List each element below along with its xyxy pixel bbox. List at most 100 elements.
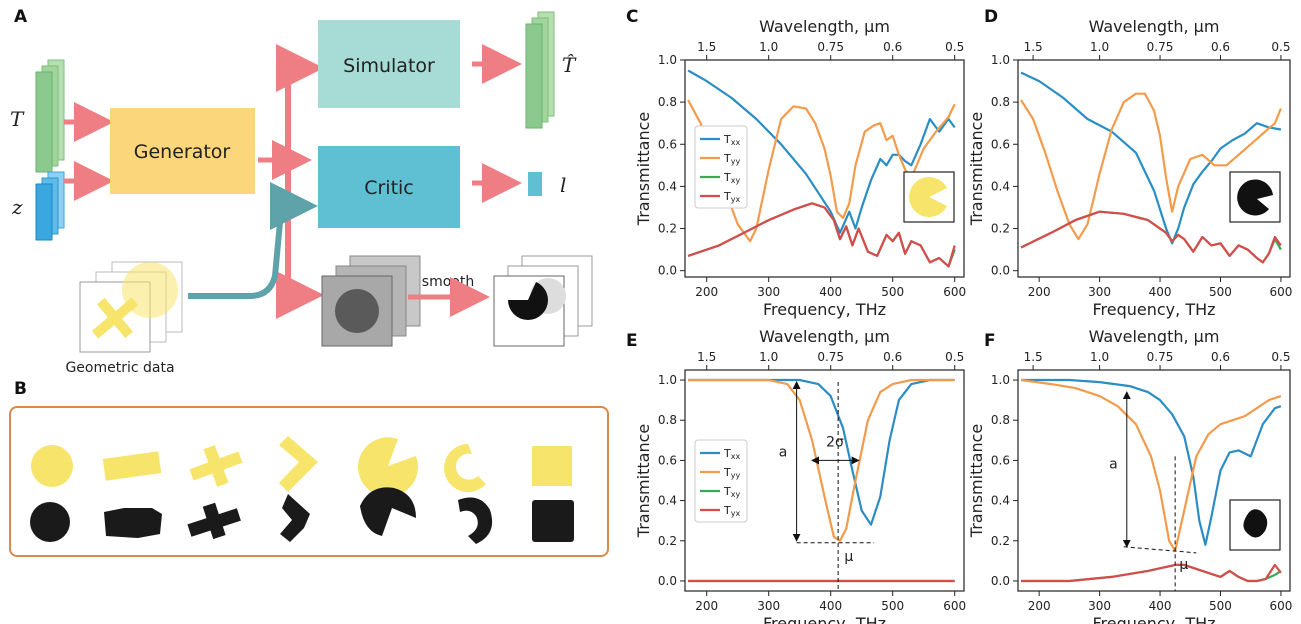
y-tick-label: 0.6 — [991, 137, 1010, 151]
x-tick-label: 600 — [1269, 285, 1292, 299]
x-tick-label: 500 — [1209, 599, 1232, 613]
top-tick-label: 0.75 — [817, 350, 844, 364]
top-tick-label: 0.75 — [1147, 40, 1174, 54]
legend-label-txy: Txy — [723, 171, 740, 185]
top-tick-label: 0.5 — [945, 40, 964, 54]
panel-letter-f: F — [984, 331, 996, 351]
legend-label-txy: Txy — [723, 485, 740, 499]
top-axis-label: Wavelength, μm — [759, 17, 890, 36]
x-tick-label: 400 — [1149, 599, 1172, 613]
y-axis-label: Transmittance — [634, 112, 653, 226]
sigma-label: 2σ — [826, 434, 844, 450]
plot-frame — [1017, 369, 1291, 592]
legend-label-tyx: Tyx — [723, 504, 740, 518]
simulator-label: Simulator — [343, 55, 435, 77]
x-tick-label: 600 — [943, 285, 966, 299]
y-tick-label: 0.8 — [991, 413, 1010, 427]
chart-panel-e: E 200 300 400 500 600 0.0 0.2 0.4 0.6 0.8 1.0 1.5 1.0… — [626, 327, 966, 624]
x-tick-label: 500 — [881, 599, 904, 613]
legend-label-txx: Txx — [723, 133, 740, 147]
arrow-geometric-to-critic — [188, 182, 318, 299]
x-axis-label: Frequency, THz — [763, 614, 886, 624]
x-tick-label: 300 — [1088, 599, 1111, 613]
top-tick-label: 0.5 — [945, 350, 964, 364]
output-that-label: T̂ — [562, 53, 577, 77]
top-tick-label: 0.5 — [1271, 40, 1290, 54]
x-tick-label: 200 — [695, 285, 718, 299]
output-l-label: l — [560, 173, 566, 197]
shape-cross-black — [187, 502, 241, 540]
top-tick-label: 1.0 — [1090, 40, 1109, 54]
legend-label-tyy: Tyy — [723, 466, 740, 480]
geometric-data-stack — [79, 261, 183, 353]
geometric-label: Geometric data — [65, 360, 174, 376]
y-axis-label: Transmittance — [967, 112, 986, 226]
critic-label: Critic — [364, 177, 414, 199]
amplitude-label: a — [1109, 456, 1118, 472]
output-l-box — [528, 172, 542, 196]
series-line-txx — [1021, 378, 1282, 546]
smoothed-samples-stack — [493, 255, 593, 347]
shape-arc-black — [458, 497, 493, 544]
y-axis-label: Transmittance — [634, 424, 653, 538]
x-tick-label: 200 — [1028, 285, 1051, 299]
shape-square-yellow — [532, 446, 572, 486]
x-axis-label: Frequency, THz — [1092, 614, 1215, 624]
y-tick-label: 0.4 — [991, 494, 1010, 508]
shape-square-black — [532, 500, 574, 542]
y-tick-label: 0.4 — [658, 179, 677, 193]
x-tick-label: 400 — [819, 285, 842, 299]
panel-letter-a: A — [14, 7, 28, 27]
generated-samples-stack — [321, 255, 421, 347]
x-tick-label: 600 — [1269, 599, 1292, 613]
simulator-box — [318, 20, 460, 108]
legend-label-tyy: Tyy — [723, 152, 740, 166]
series-line-txx — [687, 69, 956, 234]
top-tick-label: 0.6 — [883, 350, 902, 364]
y-tick-label: 0.4 — [991, 179, 1010, 193]
x-tick-label: 300 — [1088, 285, 1111, 299]
top-tick-label: 0.6 — [1211, 40, 1230, 54]
series-line-tyx — [1021, 563, 1282, 583]
top-tick-label: 0.75 — [817, 40, 844, 54]
panel-a-diagram: A T z Generator Simulator — [10, 7, 593, 376]
series-line-txx — [688, 378, 955, 526]
series-line-txx — [1020, 71, 1282, 245]
x-axis-label: Frequency, THz — [763, 300, 886, 319]
mu-label: μ — [1179, 557, 1188, 573]
top-tick-label: 1.0 — [759, 350, 778, 364]
series-line-tyx — [1020, 210, 1282, 264]
amplitude-label: a — [779, 444, 788, 460]
mu-label: μ — [844, 549, 853, 565]
arrow-to-samples — [276, 271, 324, 319]
y-tick-label: 1.0 — [991, 53, 1010, 67]
y-tick-label: 0.8 — [991, 95, 1010, 109]
chart-panel-f: F 200 300 400 500 600 0.0 0.2 0.4 0.6 0.8 1.0 1.5 1.0… — [967, 327, 1292, 624]
top-tick-label: 0.75 — [1147, 350, 1174, 364]
x-axis-label: Frequency, THz — [1092, 300, 1215, 319]
y-tick-label: 0.0 — [658, 264, 677, 278]
top-tick-label: 1.5 — [697, 40, 716, 54]
critic-box — [318, 146, 460, 228]
top-tick-label: 0.6 — [883, 40, 902, 54]
inset-pacman-icon — [1237, 179, 1273, 216]
chart-panel-d: D 200 300 400 500 600 0.0 0.2 0.4 0.6 0.8 1.0 1.5 1.0… — [967, 7, 1292, 319]
series-line-tyy — [1020, 92, 1282, 241]
y-tick-label: 0.0 — [991, 264, 1010, 278]
generator-box — [110, 108, 255, 194]
top-tick-label: 1.5 — [1024, 350, 1043, 364]
x-tick-label: 400 — [819, 599, 842, 613]
top-tick-label: 0.5 — [1271, 350, 1290, 364]
y-tick-label: 0.8 — [658, 413, 677, 427]
panel-letter-c: C — [626, 7, 638, 27]
shape-bar-black — [104, 508, 162, 538]
shape-chevron-black — [280, 494, 310, 542]
generator-label: Generator — [134, 141, 231, 163]
x-tick-label: 500 — [1209, 285, 1232, 299]
t-input-stack — [35, 59, 65, 173]
shape-cross-yellow — [189, 445, 243, 487]
shape-chevron-yellow — [279, 436, 318, 492]
y-tick-label: 1.0 — [991, 373, 1010, 387]
y-axis-label: Transmittance — [967, 424, 986, 538]
